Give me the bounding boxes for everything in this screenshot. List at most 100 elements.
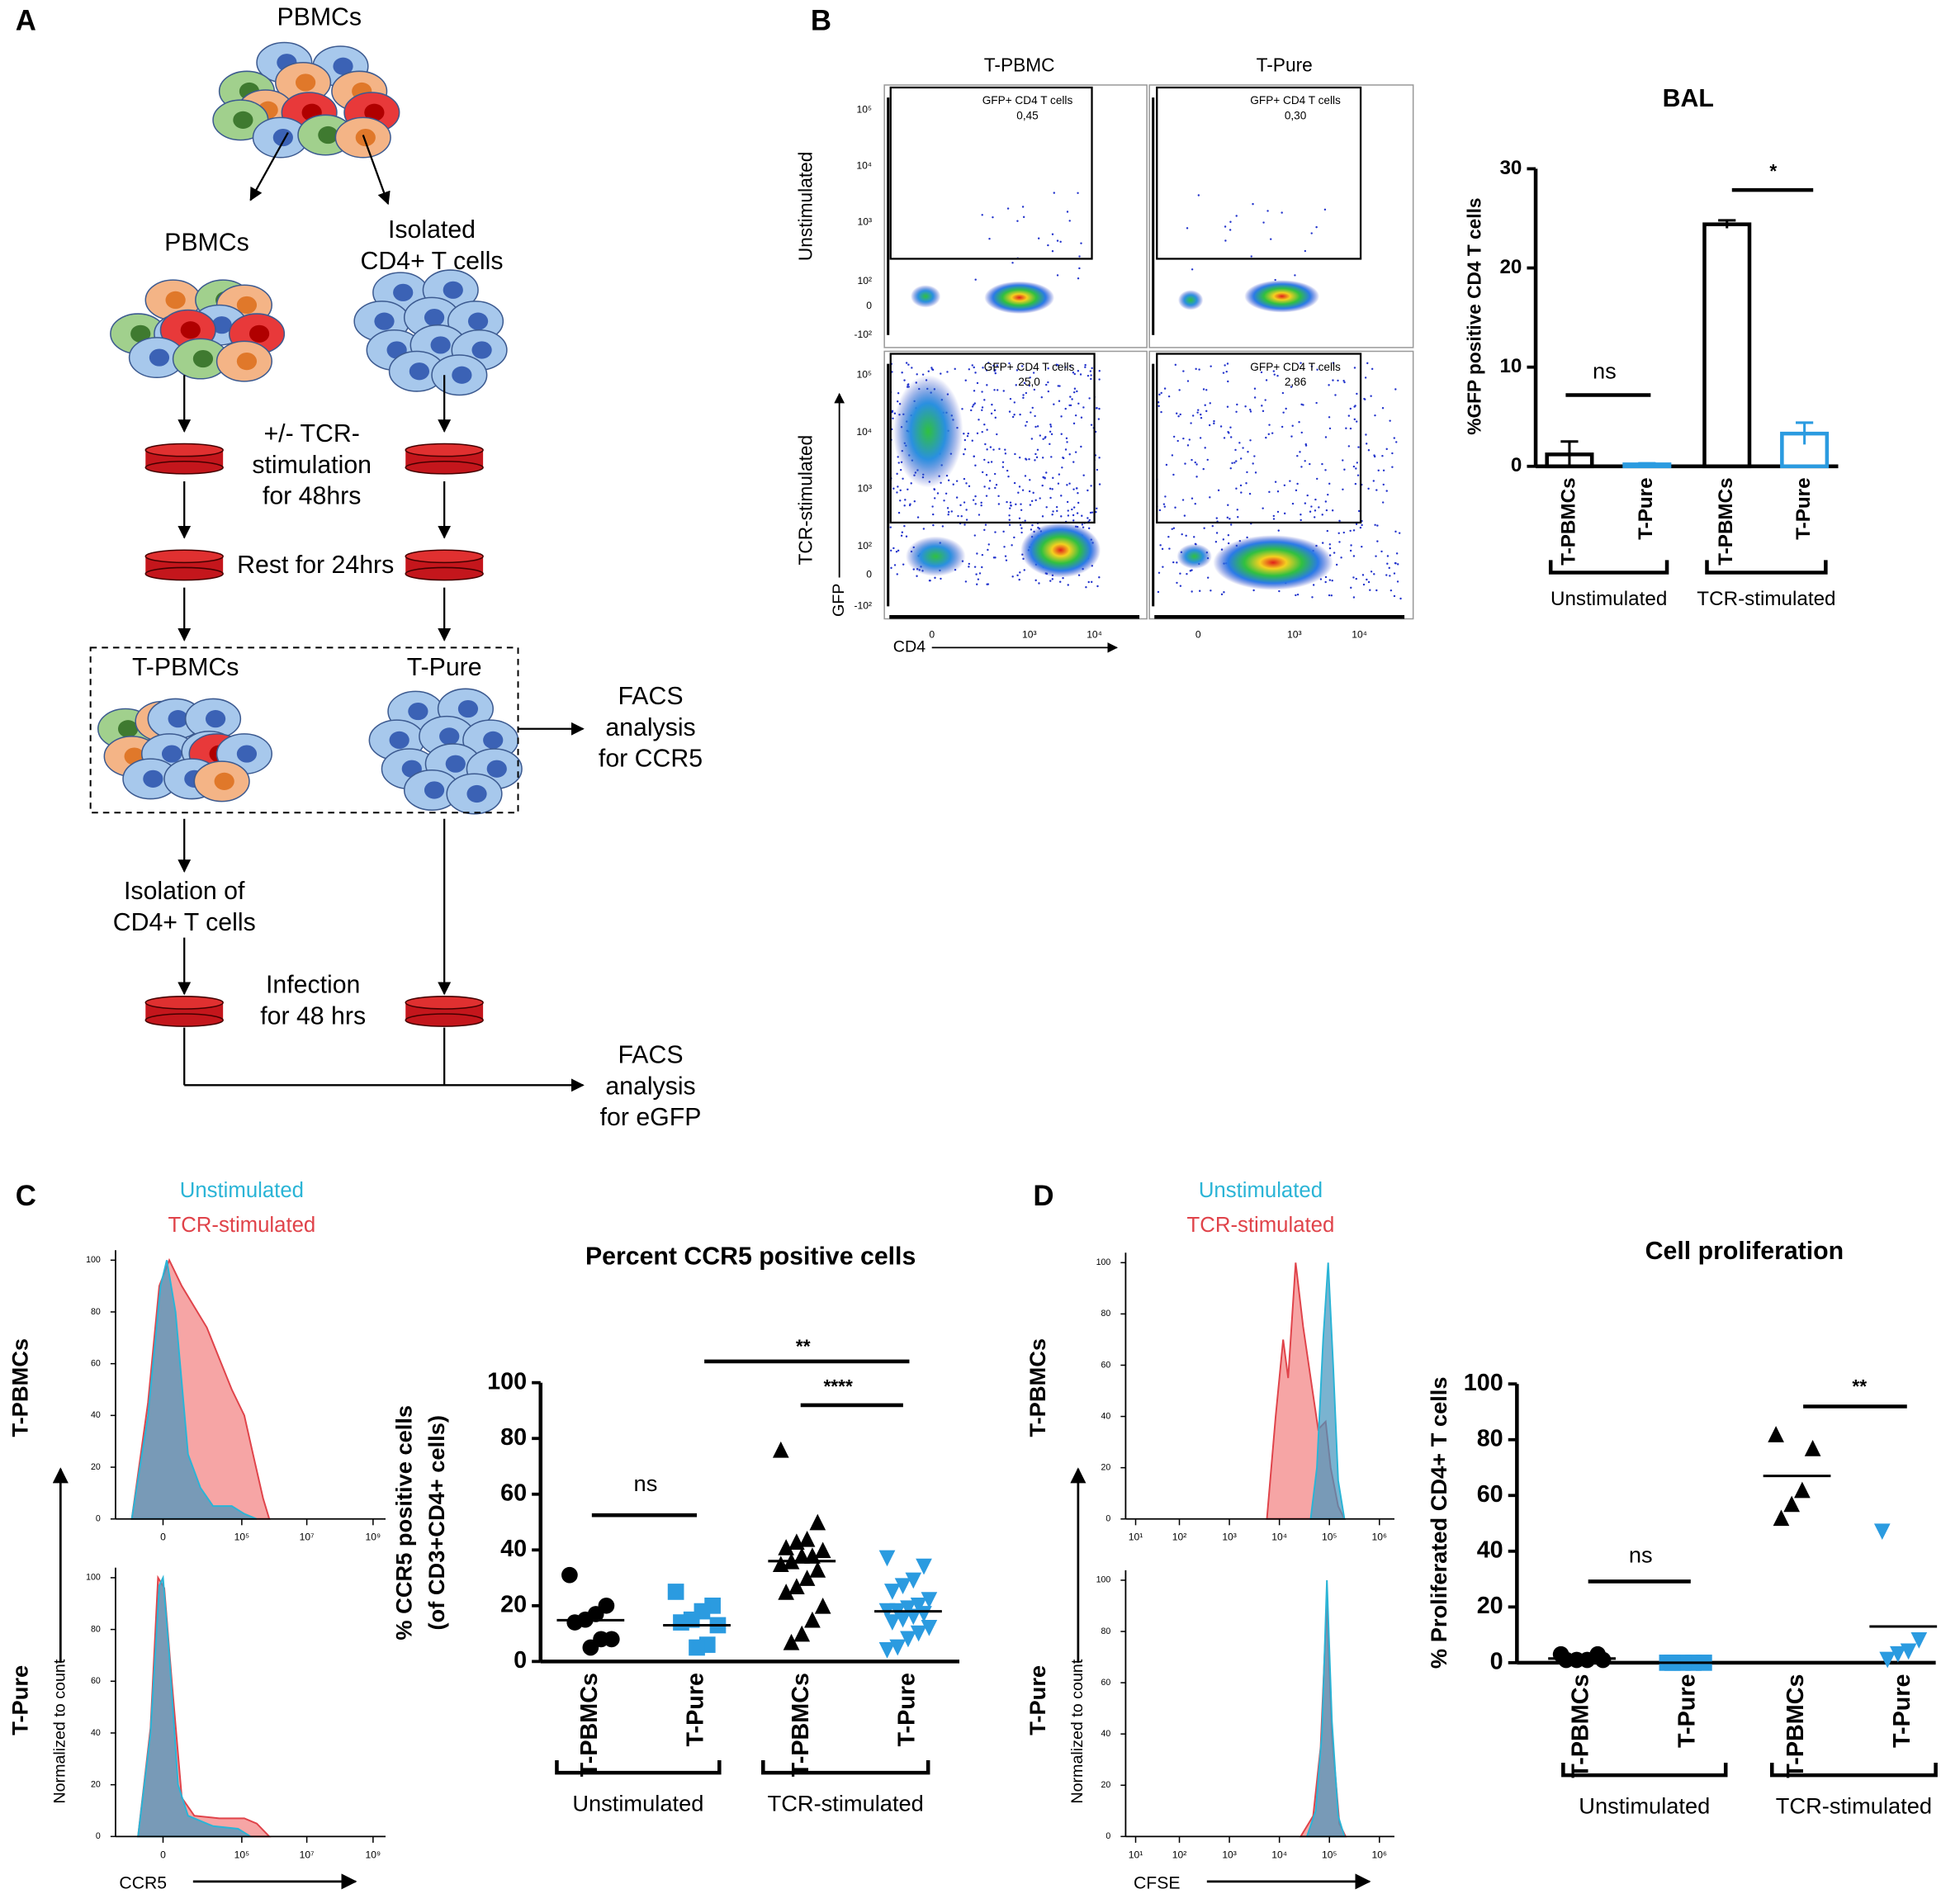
event-dot — [973, 402, 977, 405]
label: CD4+ T cells — [113, 909, 256, 936]
axis-ticks — [1152, 363, 1155, 607]
event-dot — [1337, 379, 1339, 382]
event-dot — [892, 417, 894, 420]
event-dot — [981, 430, 983, 433]
event-dot — [955, 480, 959, 482]
event-dot — [1324, 575, 1328, 579]
event-dot — [1231, 462, 1233, 465]
event-dot — [1066, 500, 1069, 504]
event-dot — [930, 367, 933, 369]
event-dot — [1352, 529, 1356, 532]
event-dot — [1356, 474, 1360, 476]
event-dot — [965, 518, 968, 521]
label: for 48hrs — [263, 483, 361, 510]
nucleus — [452, 366, 472, 384]
nucleus — [471, 341, 492, 359]
gate — [889, 86, 1093, 260]
event-dot — [941, 525, 944, 528]
y-tick-label: 10⁴ — [856, 426, 872, 438]
data-point — [878, 1642, 896, 1659]
nucleus — [180, 321, 201, 339]
label: stimulation — [252, 452, 372, 479]
y-tick-label: 10⁴ — [856, 160, 872, 172]
legend-entry: TCR-stimulated — [168, 1214, 315, 1237]
event-dot — [1349, 427, 1352, 430]
group-bracket — [1705, 560, 1828, 575]
event-dot — [1018, 485, 1021, 488]
event-dot — [1200, 416, 1203, 419]
event-dot — [963, 447, 967, 451]
event-dot — [1361, 574, 1365, 576]
axis-ticks — [887, 363, 890, 607]
nucleus — [143, 769, 163, 788]
event-dot — [1025, 457, 1027, 460]
event-dot — [965, 482, 968, 485]
event-dot — [970, 409, 973, 412]
gate-label: GFP+ CD4 T cells — [984, 361, 1075, 373]
data-point — [905, 1572, 922, 1589]
event-dot — [1328, 547, 1332, 550]
data-point — [900, 1631, 916, 1648]
data-point — [667, 1584, 684, 1600]
event-dot — [1222, 538, 1225, 541]
event-dot — [893, 564, 897, 566]
event-dot — [1229, 436, 1233, 438]
nucleus — [192, 349, 214, 368]
event-dot — [1370, 571, 1373, 573]
event-dot — [896, 573, 898, 575]
event-dot — [1253, 396, 1257, 399]
event-dot — [1226, 362, 1229, 365]
event-dot — [1356, 420, 1358, 423]
event-dot — [1264, 399, 1266, 401]
group-label: Unstimulated — [572, 1791, 703, 1816]
event-dot — [1023, 381, 1026, 385]
event-dot — [1223, 437, 1226, 439]
event-dot — [986, 384, 988, 386]
event-dot — [1291, 424, 1294, 427]
event-dot — [1028, 490, 1031, 493]
event-dot — [1274, 481, 1277, 483]
y-tick-label: 10³ — [858, 482, 873, 494]
event-dot — [1084, 366, 1087, 368]
event-dot — [1311, 596, 1314, 599]
data-point — [1873, 1523, 1891, 1541]
nucleus — [236, 296, 258, 315]
event-dot — [1002, 530, 1005, 533]
event-dot — [1252, 462, 1254, 465]
event-dot — [1236, 509, 1238, 511]
data-point — [1794, 1481, 1811, 1499]
event-dot — [1323, 208, 1327, 211]
event-dot — [1032, 491, 1034, 495]
histogram — [1309, 1262, 1346, 1520]
gate — [1156, 353, 1362, 524]
event-dot — [990, 412, 993, 415]
event-dot — [1096, 468, 1099, 471]
event-dot — [987, 543, 990, 546]
event-dot — [1300, 431, 1303, 434]
event-dot — [1394, 561, 1397, 565]
event-dot — [891, 410, 894, 413]
event-dot — [1396, 563, 1399, 566]
event-dot — [1365, 433, 1367, 436]
axis-ticks — [1154, 614, 1405, 619]
data-point — [793, 1547, 811, 1564]
event-dot — [1253, 387, 1257, 390]
event-dot — [1338, 541, 1341, 543]
event-dot — [1248, 492, 1252, 495]
row-label: T-Pure — [7, 1665, 33, 1735]
event-dot — [1390, 589, 1393, 592]
event-dot — [964, 379, 967, 381]
event-dot — [1021, 489, 1025, 491]
nucleus — [457, 699, 479, 718]
gate — [889, 353, 1096, 524]
event-dot — [1077, 501, 1080, 504]
event-dot — [1310, 232, 1313, 234]
y-tick-label: -10² — [854, 329, 872, 340]
y-tick-label: 0 — [1490, 1648, 1503, 1674]
nucleus — [236, 353, 258, 371]
event-dot — [1030, 528, 1033, 531]
y-tick-label: 10² — [858, 540, 873, 552]
event-dot — [984, 443, 987, 446]
x-tick-label: 10⁴ — [1087, 628, 1102, 640]
x-tick-label: 10¹ — [1129, 1849, 1143, 1860]
